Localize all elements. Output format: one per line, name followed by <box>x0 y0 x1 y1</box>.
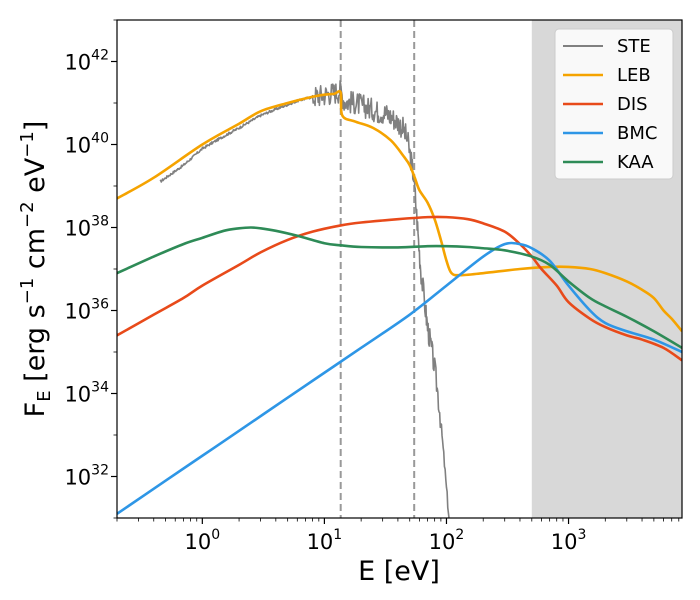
legend-label-bmc: BMC <box>617 123 657 144</box>
x-axis-label: E [eV] <box>358 556 440 587</box>
legend: STE LEB DIS BMC KAA <box>554 28 674 180</box>
x-tick-label-1: 101 <box>307 527 343 554</box>
legend-label-dis: DIS <box>617 94 648 115</box>
series-line-leb <box>117 89 682 333</box>
legend-label-leb: LEB <box>617 65 651 86</box>
x-tick-label-3: 103 <box>551 527 587 554</box>
legend-box <box>554 28 674 180</box>
y-tick-label-2: 1036 <box>64 297 109 324</box>
legend-label-kaa: KAA <box>617 152 654 173</box>
plot-frame <box>116 19 683 519</box>
y-tick-label-4: 1040 <box>64 131 109 158</box>
x-tick-label-2: 102 <box>429 527 465 554</box>
y-tick-label-0: 1032 <box>64 463 109 490</box>
y-tick-label-5: 1042 <box>64 48 109 75</box>
series-line-kaa <box>117 226 682 349</box>
y-axis-label: FE [erg s−1 cm−2 eV−1] <box>17 121 55 418</box>
series-line-dis <box>117 215 682 362</box>
y-tick-label-1: 1034 <box>64 380 109 407</box>
x-tick-label-0: 100 <box>184 527 220 554</box>
legend-label-ste: STE <box>617 36 651 57</box>
y-tick-label-3: 1038 <box>64 214 109 241</box>
